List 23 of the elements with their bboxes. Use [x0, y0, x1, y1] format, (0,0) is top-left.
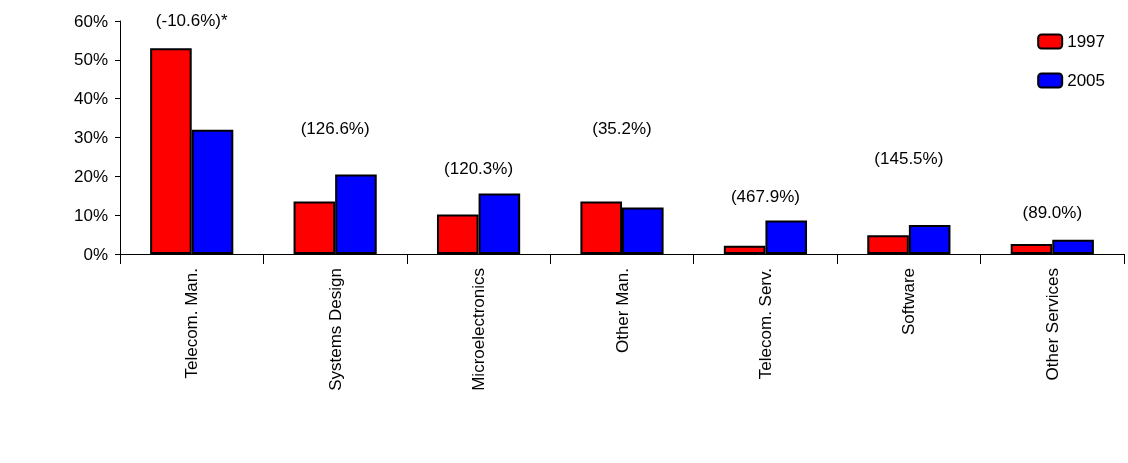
- annotation: (-10.6%)*: [155, 10, 228, 30]
- y-tick-label: 60%: [73, 11, 108, 31]
- x-tick-label: Other Services: [1042, 268, 1062, 381]
- x-tick-label: Telecom. Man.: [182, 268, 202, 379]
- x-tick-label: Microelectronics: [469, 268, 489, 391]
- annotation: (145.5%): [874, 148, 944, 168]
- y-tick-label: 0%: [83, 244, 108, 264]
- annotation: (467.9%): [730, 186, 800, 206]
- annotation: (120.3%): [444, 158, 514, 178]
- y-tick-label: 10%: [73, 205, 108, 225]
- y-tick-label: 40%: [73, 89, 108, 109]
- annotation: (89.0%): [1022, 202, 1083, 222]
- x-tick-label: Systems Design: [325, 268, 345, 391]
- annotation: (35.2%): [592, 118, 652, 138]
- annotation: (126.6%): [300, 118, 370, 138]
- legend-label: 1997: [1067, 32, 1106, 51]
- legend-label: 2005: [1067, 71, 1106, 90]
- y-tick-label: 50%: [73, 50, 108, 70]
- y-tick-label: 30%: [73, 128, 108, 147]
- x-tick-label: Other Man.: [612, 268, 632, 354]
- x-tick-label: Software: [899, 268, 919, 336]
- y-tick-label: 20%: [73, 166, 108, 186]
- x-tick-label: Telecom. Serv.: [755, 268, 775, 380]
